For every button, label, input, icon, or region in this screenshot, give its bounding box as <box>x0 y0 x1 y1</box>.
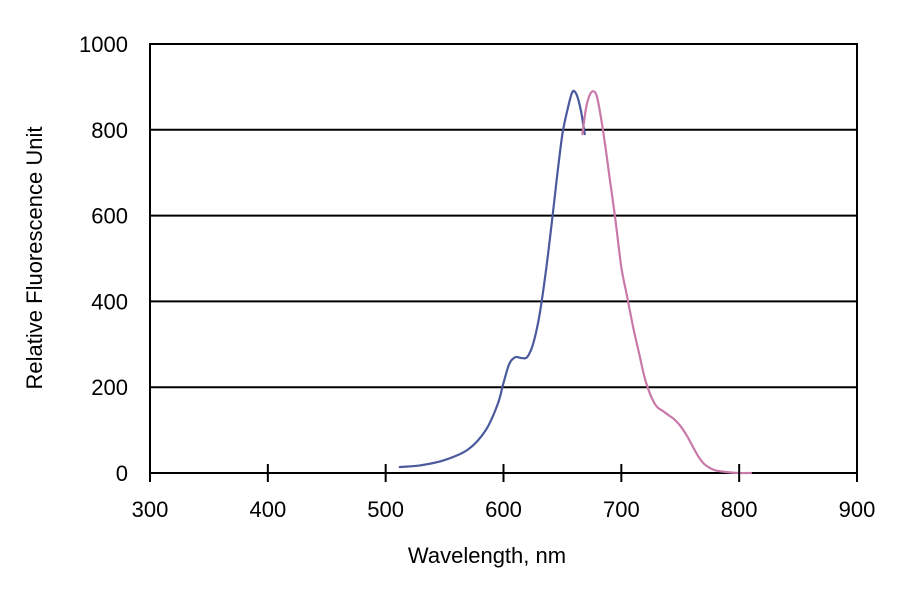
x-tick-label-700: 700 <box>603 497 640 522</box>
y-axis-title: Relative Fluorescence Unit <box>22 127 47 390</box>
y-tick-label-600: 600 <box>91 204 128 229</box>
y-tick-label-1000: 1000 <box>79 32 128 57</box>
y-tick-label-800: 800 <box>91 118 128 143</box>
y-tick-label-400: 400 <box>91 289 128 314</box>
grid-lines <box>150 128 857 389</box>
x-axis: 300 400 500 600 700 800 900 <box>132 464 876 522</box>
x-axis-title: Wavelength, nm <box>408 543 566 568</box>
series-layer <box>398 89 752 475</box>
series-line-1 <box>581 90 752 475</box>
plot-frame <box>149 43 858 474</box>
y-tick-label-200: 200 <box>91 375 128 400</box>
x-tick-label-900: 900 <box>839 497 876 522</box>
x-tick-label-400: 400 <box>249 497 286 522</box>
x-tick-label-800: 800 <box>721 497 758 522</box>
x-tick-label-600: 600 <box>485 497 522 522</box>
series-line-0 <box>398 89 586 469</box>
x-tick-label-300: 300 <box>132 497 169 522</box>
y-axis: 0 200 400 600 800 1000 <box>79 32 128 486</box>
x-tick-label-500: 500 <box>367 497 404 522</box>
plot-border <box>149 43 858 474</box>
y-tick-label-0: 0 <box>116 461 128 486</box>
